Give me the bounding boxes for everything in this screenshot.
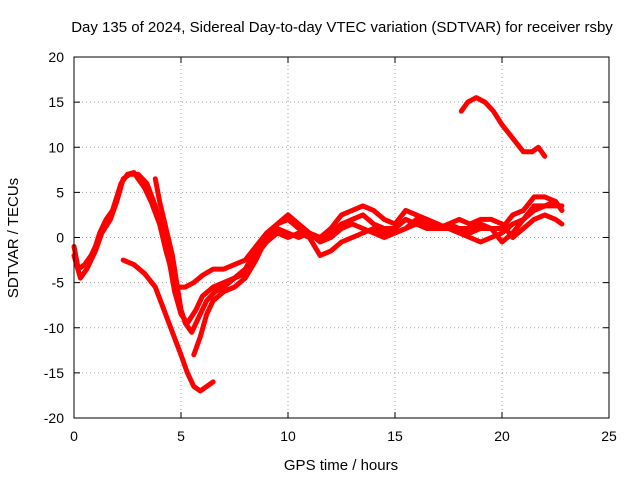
x-tick-label: 15 — [387, 428, 403, 444]
series-line-track-3 — [152, 176, 565, 335]
grid — [74, 57, 609, 418]
y-tick-label: 20 — [48, 49, 64, 65]
y-tick-label: -5 — [52, 275, 65, 291]
series-line-track-4 — [191, 198, 565, 358]
y-tick-label: 5 — [56, 184, 64, 200]
x-tick-label: 10 — [280, 428, 296, 444]
series-group — [71, 95, 565, 394]
y-tick-label: 0 — [56, 230, 64, 246]
x-tick-label: 25 — [601, 428, 617, 444]
y-tick-label: -10 — [44, 320, 64, 336]
series-line-track-6 — [458, 95, 548, 159]
y-axis-label: SDTVAR / TECUs — [5, 178, 22, 298]
series-line-track-2 — [71, 171, 565, 326]
chart-title: Day 135 of 2024, Sidereal Day-to-day VTE… — [71, 19, 613, 36]
y-tick-label: -20 — [44, 410, 64, 426]
y-tick-label: -15 — [44, 365, 64, 381]
x-tick-label: 5 — [177, 428, 185, 444]
x-tick-label: 0 — [70, 428, 78, 444]
y-tick-label: 10 — [48, 139, 64, 155]
y-tick-label: 15 — [48, 94, 64, 110]
x-axis-label: GPS time / hours — [284, 457, 398, 474]
series-line-track-5 — [120, 257, 216, 394]
axis-ticks: 0 5 10 15 20 25 -20 -15 -10 -5 0 5 10 15 20 — [44, 49, 617, 444]
x-tick-label: 20 — [494, 428, 510, 444]
